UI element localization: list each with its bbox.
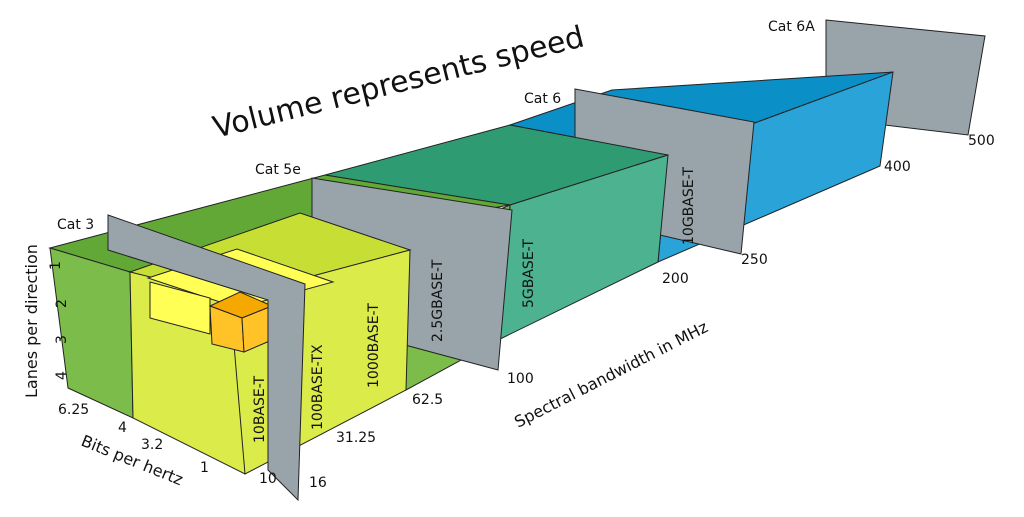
standard-label-1000base-t: 1000BASE-T bbox=[366, 303, 382, 388]
lanes-tick-4: 4 bbox=[54, 371, 70, 380]
box-2-5gbase-t-side bbox=[49, 247, 134, 419]
bits-tick-3-2: 3.2 bbox=[141, 437, 163, 453]
axis-title-bits: Bits per hertz bbox=[79, 431, 186, 489]
bandwidth-tick-100: 100 bbox=[507, 371, 534, 387]
lanes-tick-2: 2 bbox=[54, 299, 70, 308]
axis-title-bandwidth: Spectral bandwidth in MHz bbox=[511, 317, 711, 431]
lanes-tick-1: 1 bbox=[48, 261, 64, 270]
standard-label-5gbase-t: 5GBASE-T bbox=[521, 239, 537, 308]
standard-label-10base-t: 10BASE-T bbox=[252, 376, 268, 443]
bandwidth-tick-250: 250 bbox=[741, 252, 768, 268]
cable-label-cat6: Cat 6 bbox=[524, 91, 561, 107]
bandwidth-tick-400: 400 bbox=[884, 159, 911, 175]
bandwidth-tick-10: 10 bbox=[259, 471, 277, 487]
bandwidth-tick-16: 16 bbox=[309, 475, 327, 491]
cable-plate-cat3 bbox=[107, 214, 306, 502]
standard-label-10gbase-t: 10GBASE-T bbox=[681, 167, 697, 245]
cable-label-cat5e: Cat 5e bbox=[255, 162, 301, 178]
bits-tick-1: 1 bbox=[200, 460, 209, 476]
axis-title-lanes: Lanes per direction bbox=[22, 244, 41, 398]
standard-label-2-5gbase-t: 2.5GBASE-T bbox=[430, 259, 446, 342]
bandwidth-tick-500: 500 bbox=[968, 133, 995, 149]
box-10base-t bbox=[208, 291, 274, 353]
bits-tick-6-25: 6.25 bbox=[58, 402, 89, 418]
bandwidth-tick-31-25: 31.25 bbox=[336, 430, 376, 446]
bits-tick-4: 4 bbox=[118, 420, 127, 436]
bandwidth-tick-62-5: 62.5 bbox=[412, 392, 443, 408]
cable-label-cat3: Cat 3 bbox=[57, 217, 94, 233]
standard-label-100base-tx: 100BASE-TX bbox=[310, 344, 326, 430]
bandwidth-tick-200: 200 bbox=[662, 271, 689, 287]
lanes-tick-3: 3 bbox=[54, 335, 70, 344]
cable-label-cat6a: Cat 6A bbox=[768, 19, 815, 35]
box-100base-tx-front bbox=[149, 281, 211, 335]
